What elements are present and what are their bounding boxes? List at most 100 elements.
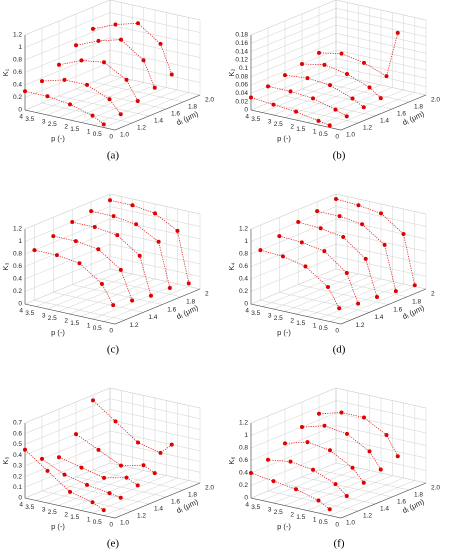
- grid-line: [273, 199, 359, 310]
- z-tick-label: 0.8: [13, 57, 22, 64]
- x-tick-label: 3: [42, 119, 46, 126]
- data-point: [89, 209, 94, 214]
- data-point: [303, 264, 308, 269]
- grid-line: [24, 419, 201, 456]
- z-tick-label: 1.2: [239, 226, 248, 233]
- x-axis-label: p (-): [51, 522, 65, 531]
- y-tick-label: 1.4: [380, 118, 389, 125]
- data-point: [158, 450, 163, 455]
- data-point: [118, 495, 123, 500]
- series-line: [279, 235, 359, 304]
- data-point: [96, 247, 101, 252]
- y-tick-label: 1.0: [120, 520, 129, 527]
- data-point: [136, 440, 140, 445]
- data-point: [124, 475, 129, 480]
- data-point: [158, 41, 163, 46]
- z-tick-label: 0: [18, 301, 22, 308]
- data-point: [119, 463, 123, 468]
- data-point: [344, 494, 349, 498]
- y-tick-label: 1.6: [397, 111, 406, 118]
- grid-line: [58, 409, 150, 505]
- x-tick-label: 0.5: [319, 131, 328, 138]
- data-point: [85, 482, 89, 487]
- data-point: [141, 58, 146, 63]
- grid-line: [250, 66, 427, 102]
- data-point: [334, 197, 338, 201]
- grid-line: [24, 387, 201, 424]
- data-point: [167, 286, 172, 291]
- data-point: [113, 22, 118, 27]
- x-tick-label: 0: [109, 522, 113, 529]
- data-point: [57, 62, 61, 67]
- data-point: [96, 38, 101, 43]
- data-point: [393, 289, 398, 294]
- data-point: [283, 441, 287, 446]
- grid-line: [24, 193, 201, 230]
- data-point: [108, 198, 112, 203]
- y-tick-label: 2.0: [205, 485, 214, 492]
- data-point: [367, 449, 372, 454]
- y-tick-label: 1.2: [363, 125, 372, 132]
- series-line: [318, 32, 399, 77]
- grid-line: [24, 231, 201, 267]
- data-point: [23, 89, 27, 94]
- z-tick-label: 0: [18, 107, 22, 114]
- y-tick-label: 2: [205, 291, 209, 298]
- data-point: [186, 281, 191, 286]
- data-point: [361, 105, 366, 110]
- back-walls: [24, 193, 201, 230]
- data-point: [341, 235, 346, 240]
- data-point: [45, 94, 50, 99]
- series-line: [91, 210, 171, 289]
- data-point: [118, 112, 123, 117]
- z-tick-label: 0.8: [239, 251, 248, 258]
- data-point: [102, 60, 106, 65]
- grid-line: [250, 425, 427, 461]
- grid-line: [109, 194, 201, 290]
- data-point: [300, 62, 304, 66]
- y-tick-label: 1.2: [137, 125, 146, 132]
- x-tick-label: 2.5: [274, 509, 283, 516]
- grid-line: [284, 201, 371, 312]
- x-tick-label: 1: [313, 129, 317, 136]
- data-point: [271, 102, 276, 107]
- data-point: [363, 256, 368, 261]
- x-tick-label: 0.5: [93, 325, 102, 332]
- data-point: [296, 220, 301, 225]
- axis-edges: [250, 35, 427, 131]
- data-point: [91, 398, 95, 403]
- data-point: [401, 232, 406, 236]
- grid-line: [260, 225, 351, 321]
- x-tick-label: 2: [64, 512, 68, 519]
- data-point: [152, 471, 157, 476]
- x-tick-label: 0: [109, 134, 113, 141]
- data-point: [345, 72, 349, 76]
- grid-line: [69, 204, 156, 315]
- x-axis-label: p (-): [277, 134, 291, 143]
- y-tick-label: 1.8: [188, 492, 197, 499]
- y-axis-label: dⱼ (μm): [175, 303, 200, 321]
- grid-line: [24, 24, 201, 61]
- x-axis-label: p (-): [51, 328, 65, 337]
- data-point: [337, 214, 342, 219]
- y-tick-label: 2.0: [205, 97, 214, 104]
- data-point: [328, 83, 332, 88]
- x-tick-label: 4: [245, 308, 249, 315]
- x-axis-label: p (-): [277, 522, 291, 531]
- data-point: [137, 253, 142, 258]
- y-tick-label: 1.0: [346, 132, 355, 139]
- grid-line: [250, 41, 427, 77]
- z-tick-label: 0.18: [235, 32, 248, 39]
- y-tick-label: 1.4: [148, 314, 157, 321]
- z-tick-label: 0.4: [239, 470, 248, 477]
- data-point: [111, 214, 116, 219]
- series-line: [260, 249, 340, 309]
- axis-edges: [24, 423, 201, 519]
- x-tick-label: 2.5: [274, 121, 283, 128]
- grid-line: [250, 0, 427, 36]
- data-point: [152, 85, 157, 90]
- grid-line: [103, 211, 190, 322]
- z-tick-label: 0.5: [13, 441, 22, 448]
- data-point: [141, 463, 146, 468]
- grid-line: [24, 218, 201, 255]
